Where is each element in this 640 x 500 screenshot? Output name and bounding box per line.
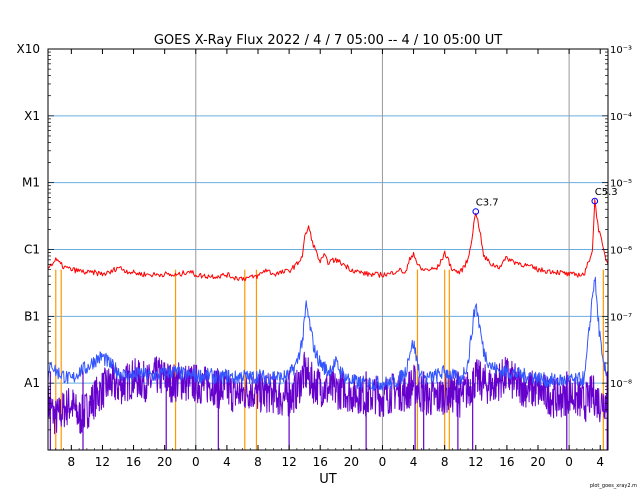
y-right-label: 10⁻⁶ (610, 246, 632, 257)
series-long-line (47, 199, 609, 281)
x-tick-label: 8 (254, 455, 262, 469)
x-axis-label: UT (319, 472, 337, 487)
x-tick-label: 12 (95, 455, 110, 469)
y-left-label: M1 (22, 176, 40, 190)
y-right-label: 10⁻⁷ (610, 312, 632, 323)
x-tick-label: 20 (157, 455, 172, 469)
x-tick-label: 16 (126, 455, 141, 469)
x-tick-label: 0 (379, 455, 387, 469)
flare-peak-marker (472, 208, 480, 215)
chart-title: GOES X-Ray Flux 2022 / 4 / 7 05:00 -- 4 … (154, 33, 502, 48)
x-tick-label: 12 (281, 455, 296, 469)
x-tick-label: 4 (410, 455, 418, 469)
y-left-label: A1 (24, 376, 40, 390)
series-short-line (47, 276, 609, 391)
horizontal-grid (48, 115, 608, 384)
x-tick-label: 8 (68, 455, 76, 469)
x-tick-label: 20 (344, 455, 359, 469)
x-tick-label: 4 (223, 455, 231, 469)
series-short-dark-line (47, 351, 609, 435)
gap-lines (55, 269, 604, 450)
x-tick-label: 8 (441, 455, 449, 469)
x-tick-label: 4 (596, 455, 604, 469)
flare-peak-marker (591, 197, 599, 205)
x-tick-label: 20 (530, 455, 545, 469)
x-tick-label: 0 (192, 455, 200, 469)
footer-note: plot_goes_xray2.m (590, 483, 637, 489)
x-tick-label: 0 (565, 455, 573, 469)
y-right-label: 10⁻⁵ (610, 179, 632, 190)
y-left-label: B1 (24, 309, 40, 323)
x-tick-label: 16 (499, 455, 514, 469)
x-tick-label: 12 (468, 455, 483, 469)
flare-class-label: C3.7 (476, 198, 499, 209)
flare-annotations: C3.7 C5.3 (472, 187, 618, 215)
y-right-label: 10⁻³ (610, 45, 632, 56)
y-left-labels: X10 X1 M1 C1 B1 A1 (17, 42, 41, 390)
y-left-label: X10 (17, 42, 41, 56)
flare-class-label: C5.3 (595, 187, 618, 198)
y-right-label: 10⁻⁸ (610, 379, 632, 390)
y-right-label: 10⁻⁴ (610, 112, 632, 123)
x-tick-label: 16 (313, 455, 328, 469)
y-left-label: X1 (24, 109, 40, 123)
y-left-label: C1 (24, 243, 40, 257)
series-lines (47, 199, 609, 450)
y-right-labels: 10⁻³ 10⁻⁴ 10⁻⁵ 10⁻⁶ 10⁻⁷ 10⁻⁸ (48, 45, 632, 451)
x-ticks: 8 12 16 20 0 4 8 12 16 20 0 4 8 12 16 20 0 4 (55, 49, 604, 469)
